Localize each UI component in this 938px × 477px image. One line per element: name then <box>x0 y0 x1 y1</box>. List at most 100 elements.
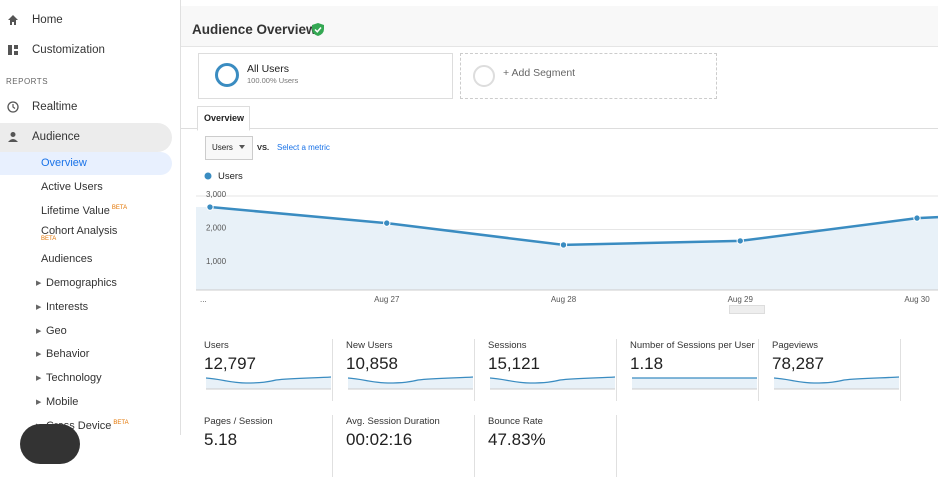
y-tick-label: 2,000 <box>206 224 227 233</box>
caret: ▶ <box>36 399 42 406</box>
nav-realtime[interactable]: Realtime <box>32 101 78 113</box>
metric-name: Number of Sessions per User <box>630 340 755 351</box>
metric-name: Sessions <box>488 340 527 351</box>
metric-box <box>340 339 475 401</box>
dropdown-caret <box>239 145 245 149</box>
y-tick-label: 3,000 <box>206 190 227 199</box>
segment-share: 100.00% Users <box>247 76 299 85</box>
legend-dot <box>204 172 212 180</box>
metric-dropdown[interactable] <box>205 136 253 160</box>
beta-badge: BETA <box>113 419 129 426</box>
chart-resize-handle[interactable] <box>729 305 765 314</box>
metric-name: Pageviews <box>772 340 818 351</box>
segment-card[interactable] <box>198 53 453 99</box>
caret: ▶ <box>36 280 42 287</box>
label: Behavior <box>46 348 90 361</box>
point <box>913 214 921 222</box>
beta-badge: BETA <box>111 205 128 211</box>
nav-home[interactable]: Home <box>32 14 63 26</box>
add-segment-ring <box>473 65 495 87</box>
nav-lifetime-value[interactable]: Lifetime Value BETA <box>41 205 127 217</box>
verified-icon <box>312 23 324 36</box>
x-tick-label: Aug 29 <box>728 295 754 304</box>
nav-active-users[interactable]: Active Users <box>41 181 103 193</box>
label: Lifetime Value <box>41 205 110 217</box>
chart: 1,000 2,000 3,000... Aug 27 Aug 28 Aug 29 Aug … <box>196 185 938 304</box>
nav-item[interactable]: Geo <box>46 325 67 337</box>
nav-item[interactable]: Technology <box>46 372 102 384</box>
label: Mobile <box>46 396 79 408</box>
metric-box <box>198 339 333 401</box>
sparkline <box>206 376 331 390</box>
sparkline <box>632 377 757 390</box>
metric-value: 12,797 <box>204 354 256 373</box>
nav-item[interactable]: Mobile <box>46 396 78 408</box>
overview-highlight <box>0 152 172 175</box>
metric-value: 15,121 <box>488 354 540 373</box>
nav-audiences[interactable]: Audiences <box>41 253 93 265</box>
tab-label: Overview <box>204 113 245 123</box>
metric-name: New Users <box>346 340 393 351</box>
metric-value: 1.18 <box>630 354 664 373</box>
metric-value: 47.83% <box>488 430 546 449</box>
point <box>736 237 744 245</box>
label: Technology <box>46 372 102 385</box>
sidebar: Home Customization REPORTS Realtime Audi… <box>0 0 181 435</box>
metric-name: Bounce Rate <box>488 416 543 427</box>
vs-label: VS. <box>257 143 270 152</box>
page-title: Audience Overview <box>192 22 317 37</box>
caret: ▶ <box>36 351 42 359</box>
beta-badge: BETA <box>41 236 57 242</box>
nav-customization[interactable]: Customization <box>32 44 105 56</box>
metric-value: 5.18 <box>204 430 238 449</box>
caret: ▶ <box>36 375 42 383</box>
label: Geo <box>46 324 67 337</box>
sparkline <box>774 376 899 390</box>
nav-item[interactable]: Demographics <box>46 277 117 289</box>
metric-value: 10,858 <box>346 354 398 373</box>
add-segment-label: + Add Segment <box>503 67 576 79</box>
metric-box <box>624 339 759 401</box>
metric-value: 00:02:16 <box>346 430 413 449</box>
section-label: REPORTS <box>6 77 49 86</box>
x-tick-label: Aug 30 <box>904 295 930 304</box>
sparkline <box>348 376 473 390</box>
nav-audience[interactable]: Audience <box>32 131 80 143</box>
segment-name: All Users <box>247 63 290 75</box>
metric-name: Pages / Session <box>204 416 273 427</box>
caret: ▶ <box>36 303 42 311</box>
nav-item[interactable]: Interests <box>46 301 88 313</box>
audience-icon <box>8 132 18 142</box>
nav-item[interactable]: Behavior <box>46 348 89 360</box>
metric-value: 78,287 <box>772 354 824 373</box>
tab[interactable] <box>197 106 250 131</box>
nav-overview[interactable]: Overview <box>41 157 87 169</box>
x-tick-label: Aug 27 <box>374 295 400 304</box>
x-tick-label: ... <box>200 295 207 304</box>
x-tick-label: Aug 28 <box>551 295 577 304</box>
metric-box <box>766 339 901 401</box>
legend-label: Users <box>218 171 243 182</box>
metric-name: Users <box>204 340 229 351</box>
y-tick-label: 1,000 <box>206 257 227 266</box>
label: Interests <box>46 300 89 313</box>
add-segment[interactable] <box>460 53 717 99</box>
overlay-button[interactable] <box>20 424 80 464</box>
segment-ring <box>215 63 239 87</box>
realtime-icon <box>7 101 19 113</box>
select-metric[interactable]: Select a metric <box>277 143 330 152</box>
sparkline <box>490 376 615 390</box>
customization-icon <box>8 45 18 55</box>
point <box>206 203 214 211</box>
label: Demographics <box>46 277 117 289</box>
metric-box <box>482 339 617 401</box>
metric-dropdown-label: Users <box>212 143 233 152</box>
header-bar <box>181 6 938 47</box>
tab-divider <box>181 128 938 129</box>
point <box>383 219 391 227</box>
area <box>196 207 938 290</box>
nav-cohort-analysis[interactable]: Cohort Analysis <box>41 225 118 237</box>
metric-name: Avg. Session Duration <box>346 416 440 427</box>
home-icon <box>8 15 18 25</box>
